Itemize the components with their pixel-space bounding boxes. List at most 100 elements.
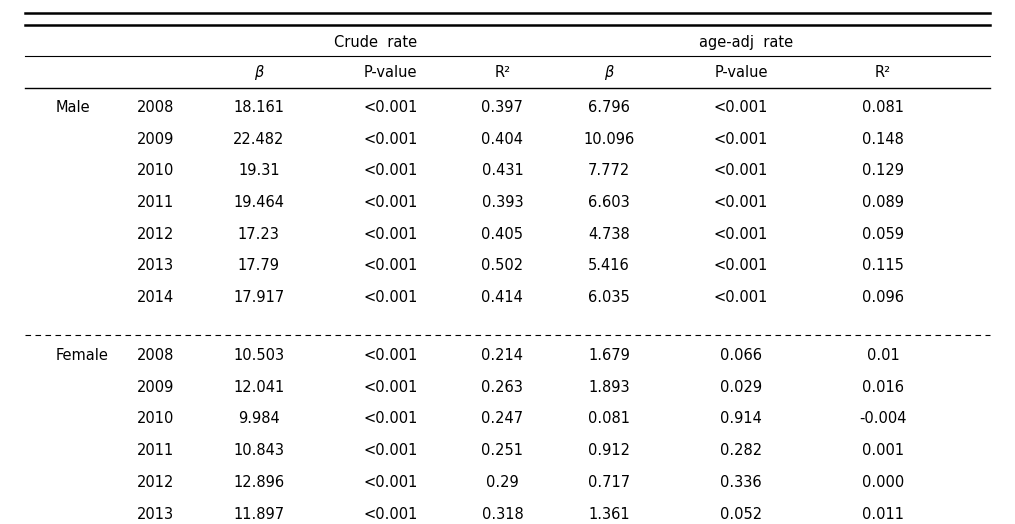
Text: 0.502: 0.502 [481,258,524,274]
Text: 10.843: 10.843 [233,443,284,458]
Text: 6.796: 6.796 [588,100,630,115]
Text: -0.004: -0.004 [860,411,906,427]
Text: 2012: 2012 [137,227,175,242]
Text: 0.914: 0.914 [720,411,762,427]
Text: <0.001: <0.001 [363,132,418,147]
Text: 0.148: 0.148 [862,132,904,147]
Text: 0.000: 0.000 [862,475,904,490]
Text: 2009: 2009 [137,380,175,395]
Text: 12.896: 12.896 [233,475,284,490]
Text: 0.129: 0.129 [862,163,904,178]
Text: <0.001: <0.001 [363,411,418,427]
Text: 0.251: 0.251 [481,443,524,458]
Text: age-adj  rate: age-adj rate [699,36,793,50]
Text: 0.096: 0.096 [862,290,904,305]
Text: <0.001: <0.001 [363,195,418,210]
Text: <0.001: <0.001 [714,227,768,242]
Text: 2008: 2008 [137,100,175,115]
Text: <0.001: <0.001 [714,258,768,274]
Text: 17.917: 17.917 [233,290,284,305]
Text: <0.001: <0.001 [363,163,418,178]
Text: 19.31: 19.31 [238,163,280,178]
Text: 0.717: 0.717 [588,475,630,490]
Text: 2010: 2010 [137,411,175,427]
Text: 0.336: 0.336 [720,475,762,490]
Text: 2008: 2008 [137,348,175,363]
Text: 0.318: 0.318 [481,507,524,521]
Text: 0.431: 0.431 [481,163,524,178]
Text: 2013: 2013 [137,258,175,274]
Text: 6.035: 6.035 [588,290,630,305]
Text: <0.001: <0.001 [363,227,418,242]
Text: Crude  rate: Crude rate [334,36,417,50]
Text: 17.23: 17.23 [238,227,280,242]
Text: 2009: 2009 [137,132,175,147]
Text: <0.001: <0.001 [363,290,418,305]
Text: 0.016: 0.016 [862,380,904,395]
Text: 2014: 2014 [137,290,175,305]
Text: 1.679: 1.679 [588,348,630,363]
Text: <0.001: <0.001 [714,163,768,178]
Text: 10.503: 10.503 [233,348,284,363]
Text: <0.001: <0.001 [714,132,768,147]
Text: 0.404: 0.404 [481,132,524,147]
Text: 0.081: 0.081 [862,100,904,115]
Text: 0.001: 0.001 [862,443,904,458]
Text: 0.414: 0.414 [481,290,524,305]
Text: 0.214: 0.214 [481,348,524,363]
Text: <0.001: <0.001 [714,195,768,210]
Text: 1.361: 1.361 [588,507,630,521]
Text: Male: Male [56,100,90,115]
Text: 0.282: 0.282 [720,443,762,458]
Text: 2012: 2012 [137,475,175,490]
Text: <0.001: <0.001 [363,380,418,395]
Text: 0.052: 0.052 [720,507,762,521]
Text: <0.001: <0.001 [714,290,768,305]
Text: 22.482: 22.482 [233,132,284,147]
Text: 0.263: 0.263 [481,380,524,395]
Text: 5.416: 5.416 [588,258,630,274]
Text: <0.001: <0.001 [363,100,418,115]
Text: 6.603: 6.603 [588,195,630,210]
Text: <0.001: <0.001 [363,475,418,490]
Text: 12.041: 12.041 [233,380,284,395]
Text: 0.066: 0.066 [720,348,762,363]
Text: <0.001: <0.001 [363,507,418,521]
Text: 2011: 2011 [137,195,175,210]
Text: 0.059: 0.059 [862,227,904,242]
Text: 17.79: 17.79 [238,258,280,274]
Text: <0.001: <0.001 [363,348,418,363]
Text: 9.984: 9.984 [238,411,280,427]
Text: 1.893: 1.893 [588,380,630,395]
Text: P-value: P-value [715,65,767,80]
Text: 2013: 2013 [137,507,175,521]
Text: <0.001: <0.001 [714,100,768,115]
Text: P-value: P-value [364,65,417,80]
Text: 10.096: 10.096 [584,132,634,147]
Text: β: β [604,65,614,80]
Text: 0.029: 0.029 [720,380,762,395]
Text: 19.464: 19.464 [233,195,284,210]
Text: 0.011: 0.011 [862,507,904,521]
Text: <0.001: <0.001 [363,443,418,458]
Text: 7.772: 7.772 [588,163,630,178]
Text: 18.161: 18.161 [233,100,284,115]
Text: R²: R² [875,65,891,80]
Text: R²: R² [494,65,511,80]
Text: 0.089: 0.089 [862,195,904,210]
Text: 11.897: 11.897 [233,507,284,521]
Text: 0.397: 0.397 [481,100,524,115]
Text: 0.01: 0.01 [867,348,899,363]
Text: 0.115: 0.115 [862,258,904,274]
Text: 0.247: 0.247 [481,411,524,427]
Text: <0.001: <0.001 [363,258,418,274]
Text: 0.081: 0.081 [588,411,630,427]
Text: 2011: 2011 [137,443,175,458]
Text: 4.738: 4.738 [588,227,630,242]
Text: 2010: 2010 [137,163,175,178]
Text: 0.29: 0.29 [486,475,519,490]
Text: Female: Female [56,348,109,363]
Text: 0.393: 0.393 [481,195,524,210]
Text: 0.405: 0.405 [481,227,524,242]
Text: β: β [254,65,264,80]
